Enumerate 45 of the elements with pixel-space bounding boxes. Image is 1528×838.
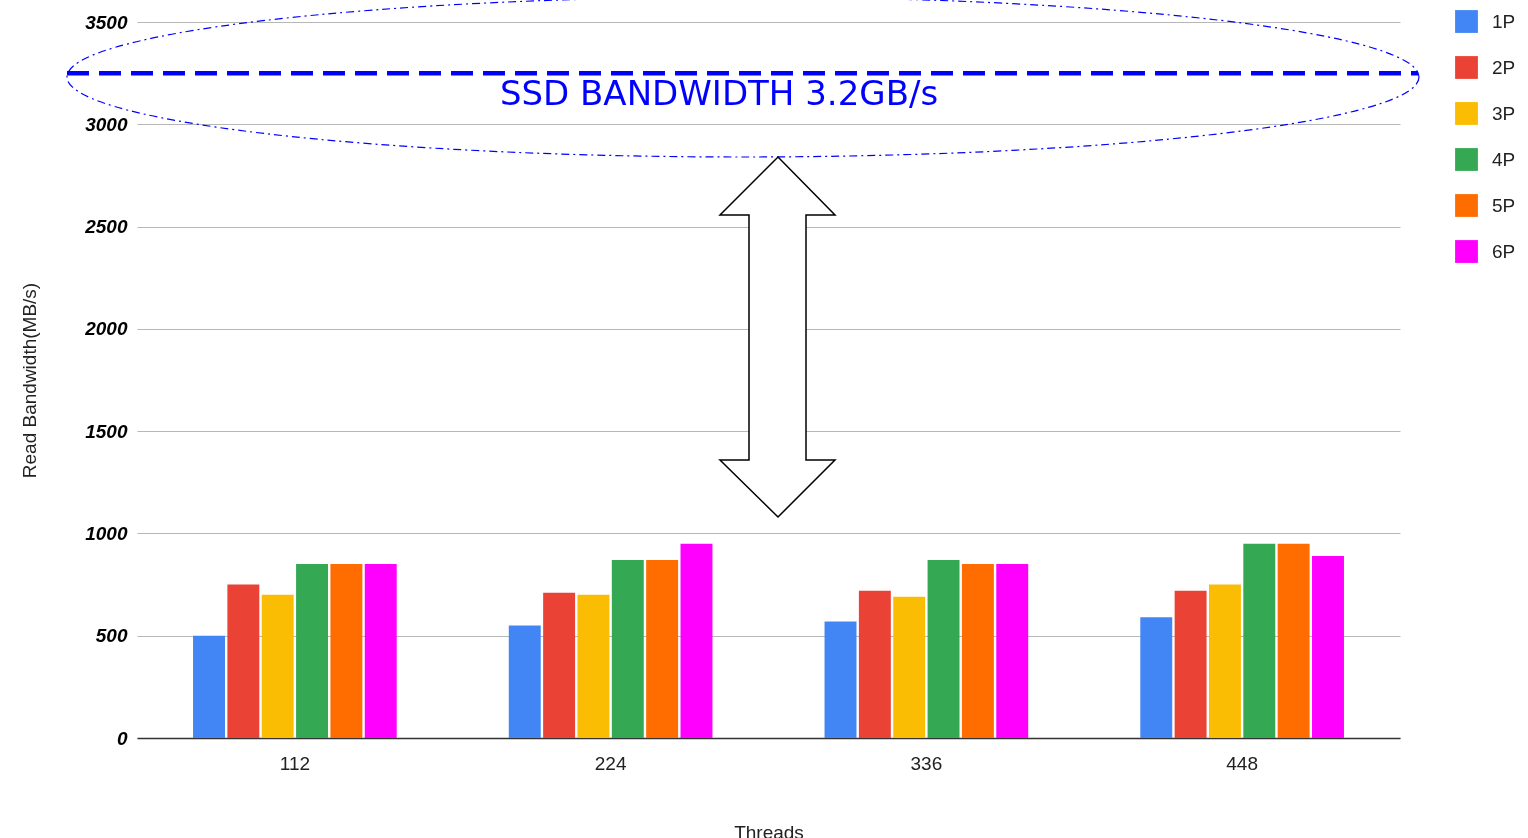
bar xyxy=(364,564,397,738)
bar xyxy=(680,543,713,738)
bar xyxy=(1208,584,1241,738)
y-tick-label: 1500 xyxy=(85,420,128,442)
legend-label: 3P xyxy=(1492,102,1516,124)
legend-label: 2P xyxy=(1492,56,1516,78)
x-tick-label: 336 xyxy=(910,752,943,774)
y-tick-label: 3500 xyxy=(85,11,128,33)
bar xyxy=(508,625,541,738)
bar xyxy=(996,564,1029,738)
y-tick-label: 2500 xyxy=(84,216,128,238)
x-tick-label: 112 xyxy=(279,752,311,774)
y-tick-label: 2000 xyxy=(84,318,128,340)
y-tick-label: 0 xyxy=(116,727,128,749)
bar xyxy=(646,560,679,738)
legend-label: 1P xyxy=(1492,10,1516,32)
bar xyxy=(193,635,225,738)
bar xyxy=(1277,543,1310,738)
bar xyxy=(577,594,610,738)
bar xyxy=(1312,555,1344,738)
bar xyxy=(1174,590,1207,738)
bar xyxy=(1243,543,1276,738)
bar xyxy=(927,560,960,738)
y-tick-label: 3000 xyxy=(85,113,128,135)
bar xyxy=(543,592,576,738)
bar xyxy=(261,594,294,738)
y-axis-title: Read Bandwidth(MB/s) xyxy=(19,282,41,479)
legend-label: 6P xyxy=(1492,240,1516,262)
bar xyxy=(893,596,926,738)
y-tick-label: 1000 xyxy=(85,522,128,544)
legend-label: 5P xyxy=(1492,194,1516,216)
bar xyxy=(296,564,329,738)
x-axis-title: Threads xyxy=(734,821,804,838)
ref-line-label: SSD BANDWIDTH 3.2GB/s xyxy=(499,73,939,114)
bar xyxy=(1140,617,1173,738)
legend-label: 4P xyxy=(1492,148,1516,170)
x-tick-label: 224 xyxy=(594,752,627,774)
bar xyxy=(611,560,644,738)
x-tick-label: 448 xyxy=(1226,752,1258,774)
bar xyxy=(824,621,857,738)
bar xyxy=(227,584,260,738)
bar xyxy=(858,590,891,738)
bar xyxy=(330,564,363,738)
bar xyxy=(961,564,994,738)
y-tick-label: 500 xyxy=(95,625,128,647)
